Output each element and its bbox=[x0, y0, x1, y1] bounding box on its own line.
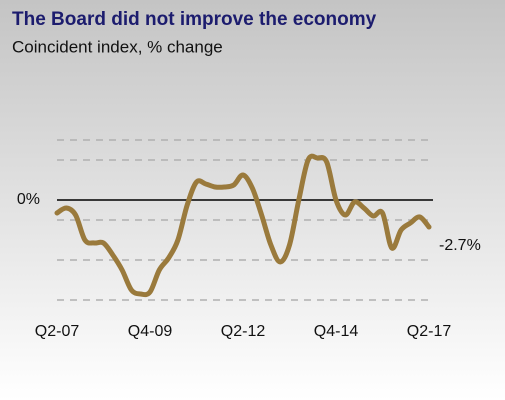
y-tick-label: 0% bbox=[17, 191, 40, 208]
series-line bbox=[54, 153, 432, 298]
x-tick-label: Q2-17 bbox=[407, 323, 452, 340]
x-tick-label: Q4-14 bbox=[314, 323, 359, 340]
x-tick-label: Q2-07 bbox=[35, 323, 80, 340]
x-tick-label: Q4-09 bbox=[128, 323, 173, 340]
chart-title: The Board did not improve the economy bbox=[12, 9, 377, 30]
chart-subtitle: Coincident index, % change bbox=[12, 37, 223, 56]
value-label: -2.7% bbox=[439, 237, 481, 254]
x-tick-label: Q2-12 bbox=[221, 323, 266, 340]
